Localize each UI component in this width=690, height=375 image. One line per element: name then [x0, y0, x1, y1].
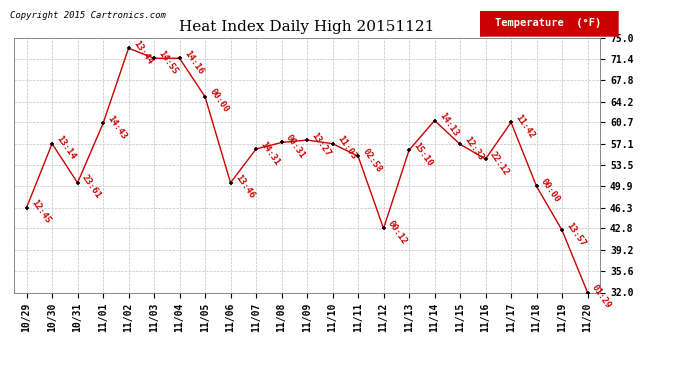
Text: 00:12: 00:12 [386, 219, 409, 246]
Point [404, 147, 415, 153]
Point [582, 290, 593, 296]
Point [72, 180, 83, 186]
Text: 01:29: 01:29 [591, 283, 613, 310]
Text: 14:13: 14:13 [437, 111, 460, 138]
Title: Heat Index Daily High 20151121: Heat Index Daily High 20151121 [179, 20, 435, 33]
Text: 00:00: 00:00 [540, 177, 562, 204]
Text: 23:61: 23:61 [80, 174, 103, 201]
Text: 13:27: 13:27 [310, 131, 333, 158]
Text: 11:42: 11:42 [514, 113, 537, 140]
Point [506, 119, 517, 125]
Point [97, 120, 108, 126]
Text: 11:03: 11:03 [335, 134, 358, 162]
Point [250, 146, 262, 152]
Point [21, 205, 32, 211]
Point [174, 55, 185, 61]
Text: 00:00: 00:00 [208, 87, 230, 115]
Point [199, 94, 210, 100]
Point [276, 140, 287, 146]
Text: 13:57: 13:57 [565, 221, 588, 248]
Point [455, 141, 466, 147]
Text: 22:12: 22:12 [489, 150, 511, 177]
Text: 13:44: 13:44 [131, 39, 154, 66]
Point [46, 141, 57, 147]
Text: 12:45: 12:45 [30, 198, 52, 225]
Point [429, 117, 440, 123]
Text: 15:10: 15:10 [412, 141, 435, 168]
Point [123, 45, 134, 51]
Text: 14:16: 14:16 [182, 49, 205, 76]
Point [302, 137, 313, 143]
Text: 14:43: 14:43 [106, 114, 128, 141]
Point [148, 55, 159, 61]
Point [531, 183, 542, 189]
Point [378, 225, 389, 231]
Text: 02:58: 02:58 [361, 147, 384, 174]
Text: 00:31: 00:31 [284, 133, 307, 160]
Point [557, 227, 568, 233]
Text: 14:55: 14:55 [157, 49, 179, 76]
Text: 14:31: 14:31 [259, 140, 282, 167]
Text: Temperature  (°F): Temperature (°F) [495, 18, 602, 28]
Text: 13:14: 13:14 [55, 134, 77, 162]
Point [327, 141, 338, 147]
Point [353, 153, 364, 159]
Point [480, 156, 491, 162]
Text: 13:46: 13:46 [233, 174, 256, 201]
Point [225, 180, 236, 186]
Text: 12:33: 12:33 [463, 135, 486, 162]
Text: Copyright 2015 Cartronics.com: Copyright 2015 Cartronics.com [10, 11, 166, 20]
